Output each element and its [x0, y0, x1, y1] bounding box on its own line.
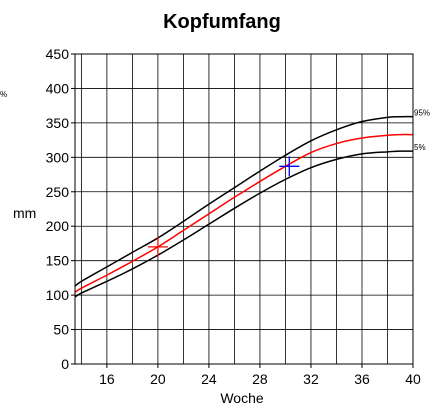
x-tick-label: 20 [150, 371, 166, 387]
x-axis-label: Woche [220, 390, 264, 406]
series-end-label: 95% [414, 109, 430, 118]
data-markers [147, 156, 300, 257]
y-tick-label: 50 [53, 322, 69, 338]
x-tick-label: 28 [252, 371, 268, 387]
grid [75, 53, 414, 365]
x-tick-label: 36 [354, 371, 370, 387]
x-tick-label: 32 [303, 371, 319, 387]
series-line [74, 133, 414, 293]
y-tick-label: 400 [46, 80, 70, 96]
series-end-labels: 95% 5% [414, 109, 430, 152]
y-tick-label: 100 [46, 287, 70, 303]
cross-marker [279, 156, 300, 177]
plot-frame [74, 53, 414, 365]
y-tick-label: 450 [46, 46, 70, 62]
x-tick-label: 16 [99, 371, 115, 387]
y-tick-label: 350 [46, 115, 70, 131]
y-tick-label: 250 [46, 184, 70, 200]
left-stub-label: % [0, 90, 7, 99]
series-end-label: 5% [414, 143, 426, 152]
tick-labels: 0 50 100 150 200 250 300 350 400 450 16 20 24 28 32 36 4… [46, 46, 421, 387]
cross-marker [147, 236, 168, 257]
series-lines [74, 115, 414, 298]
y-tick-label: 150 [46, 253, 70, 269]
chart-title: Kopfumfang [163, 11, 281, 33]
y-tick-label: 0 [61, 356, 69, 372]
y-tick-label: 200 [46, 218, 70, 234]
x-tick-label: 24 [201, 371, 217, 387]
y-tick-label: 300 [46, 149, 70, 165]
y-axis-label: mm [13, 205, 36, 221]
series-line [74, 150, 414, 298]
x-tick-label: 40 [405, 371, 421, 387]
series-line [74, 115, 414, 287]
